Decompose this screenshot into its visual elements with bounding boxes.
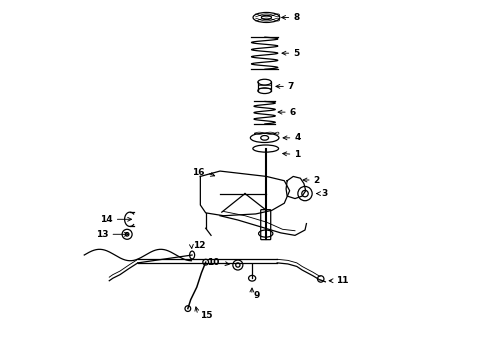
Text: 6: 6: [290, 108, 296, 117]
Text: 16: 16: [193, 168, 205, 177]
Text: 11: 11: [336, 276, 348, 285]
Text: 12: 12: [193, 240, 206, 249]
Text: 4: 4: [294, 133, 301, 142]
Text: 10: 10: [207, 258, 220, 267]
Text: 14: 14: [100, 215, 113, 224]
Text: 8: 8: [293, 13, 299, 22]
Text: 5: 5: [293, 49, 299, 58]
Text: 7: 7: [288, 82, 294, 91]
Text: 2: 2: [314, 176, 320, 185]
Text: 9: 9: [253, 291, 260, 300]
Text: 3: 3: [322, 189, 328, 198]
Text: 13: 13: [96, 230, 109, 239]
Text: 1: 1: [294, 150, 300, 159]
Text: 15: 15: [199, 311, 212, 320]
